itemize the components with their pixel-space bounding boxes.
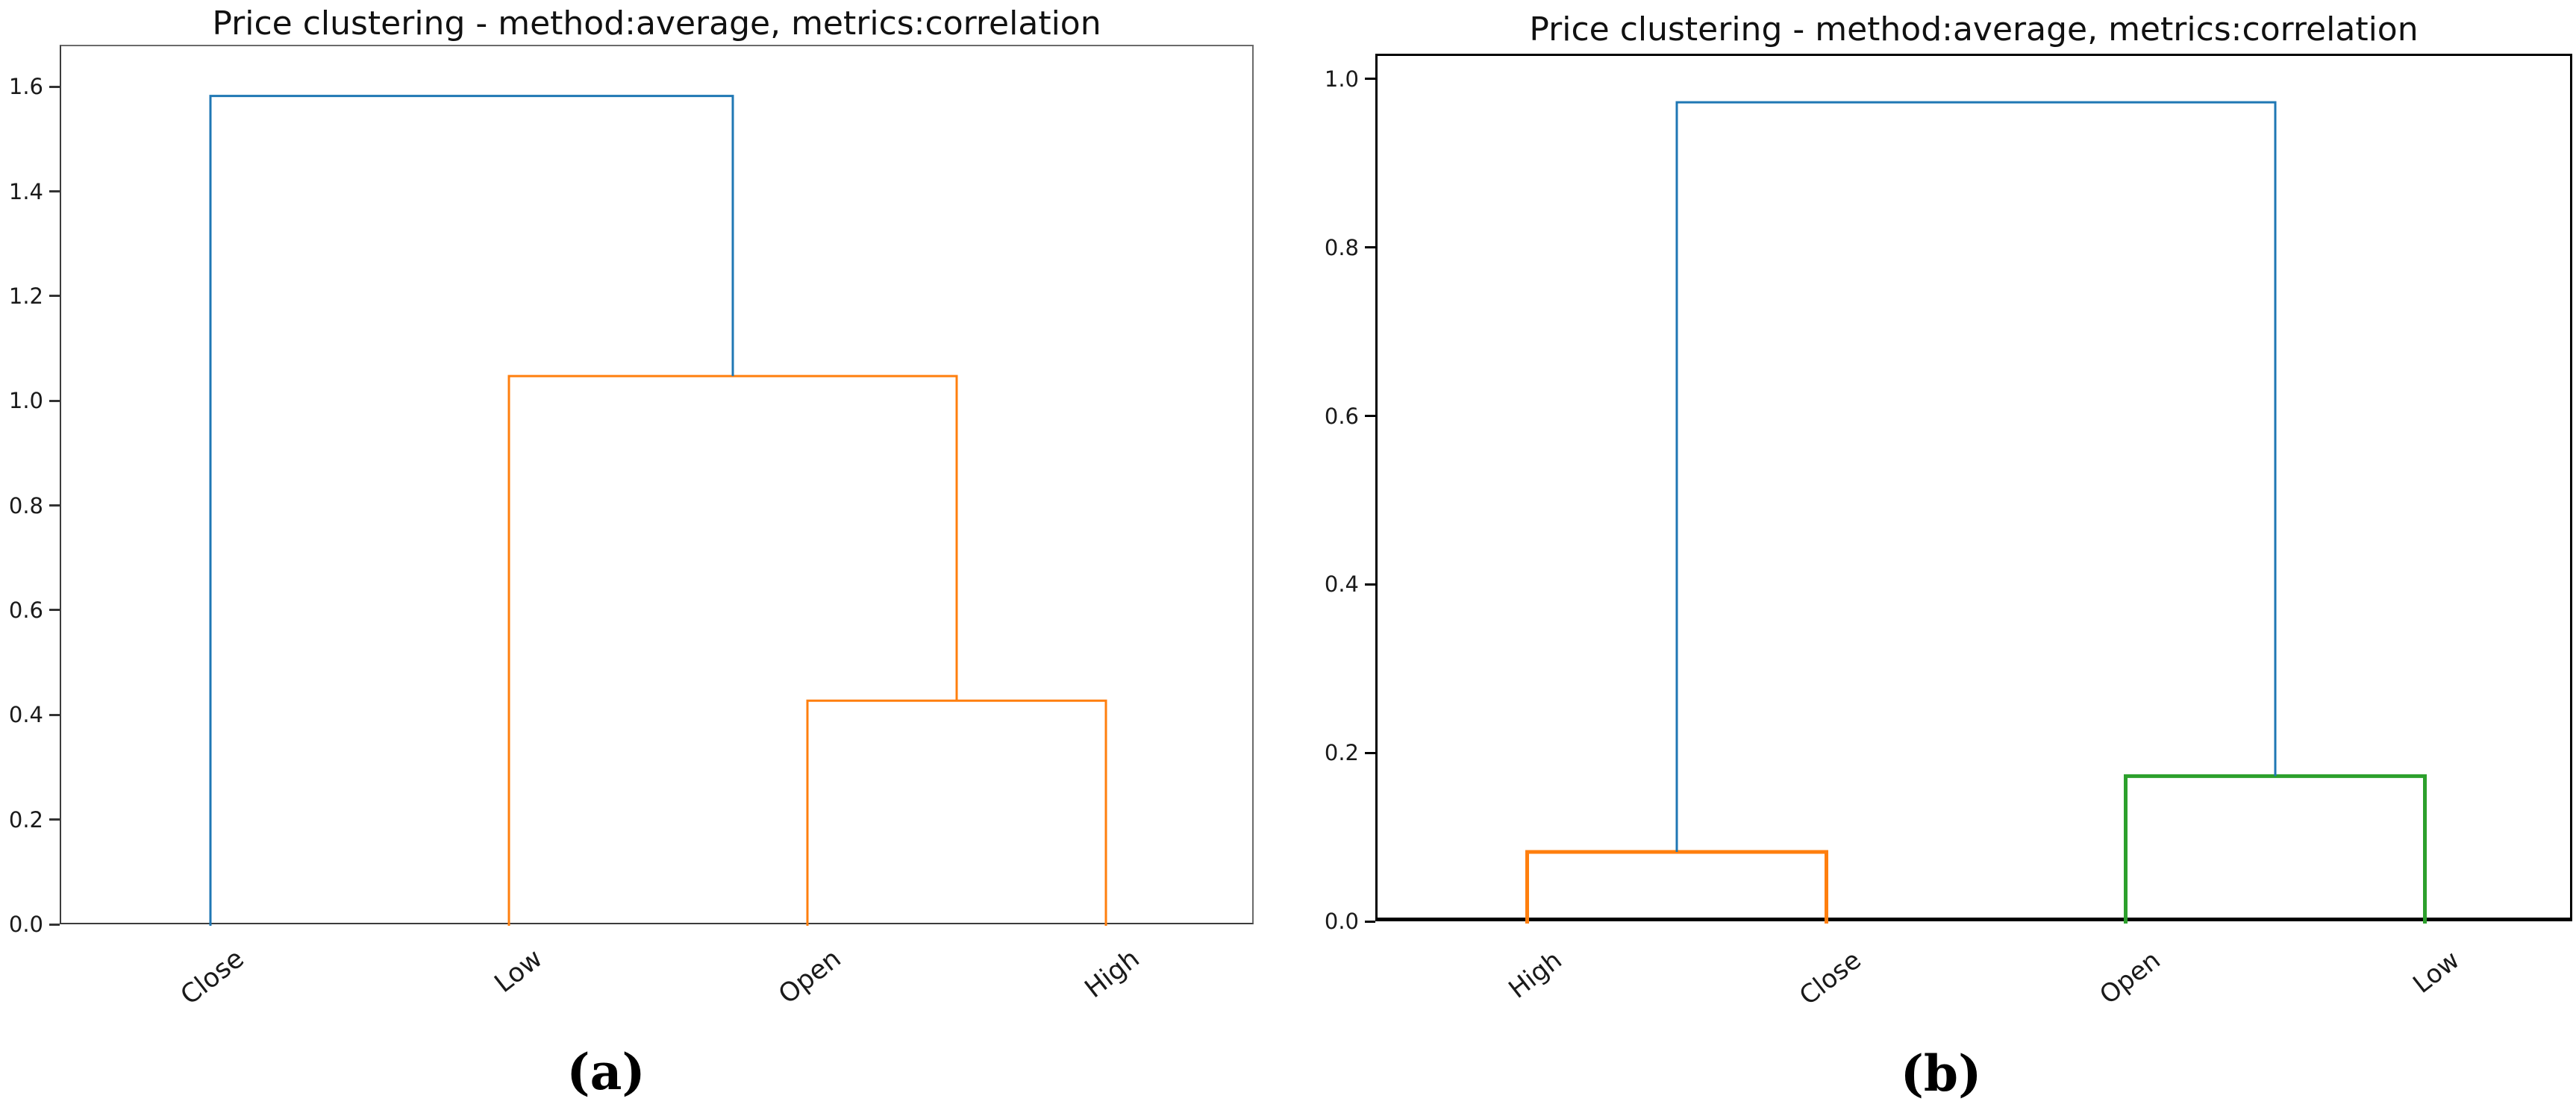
y-tick-label: 0.2 <box>8 806 43 833</box>
leaf-label-high: High <box>1079 944 1145 1005</box>
y-tick-label: 0.0 <box>1324 909 1359 934</box>
panel-a-caption: (a) <box>566 1043 645 1101</box>
y-tick <box>49 713 60 716</box>
cluster-link-open-low <box>2124 774 2427 924</box>
y-tick-label: 1.4 <box>8 178 43 204</box>
y-tick <box>49 190 60 192</box>
panel-b-plot-area <box>1375 54 2572 924</box>
y-tick-label: 0.6 <box>1324 403 1359 429</box>
cluster-link-high-close <box>1525 850 1828 924</box>
cluster-link-open-high <box>806 699 1107 926</box>
panel-b-title: Price clustering - method:average, metri… <box>1529 10 2419 48</box>
y-tick <box>1365 415 1375 418</box>
y-tick-label: 0.4 <box>8 702 43 728</box>
y-tick-label: 1.6 <box>8 74 43 100</box>
y-tick <box>49 295 60 298</box>
y-tick <box>49 504 60 507</box>
y-tick-label: 0.2 <box>1324 740 1359 766</box>
y-tick-label: 0.4 <box>1324 571 1359 598</box>
y-tick <box>1365 751 1375 754</box>
dendrogram-links <box>1525 101 2427 924</box>
panel-a-title: Price clustering - method:average, metri… <box>212 4 1101 43</box>
leaf-label-open: Open <box>773 944 847 1011</box>
y-tick <box>1365 920 1375 923</box>
leaf-label-high: High <box>1502 945 1568 1005</box>
leaf-label-open: Open <box>2093 945 2166 1011</box>
leaf-label-low: Low <box>489 944 548 999</box>
y-tick-label: 1.2 <box>8 283 43 309</box>
y-tick <box>1365 78 1375 81</box>
cluster-link-close-low+open+high <box>209 95 734 926</box>
y-tick <box>1365 583 1375 586</box>
leaf-label-close: Close <box>175 944 250 1012</box>
y-tick-label: 0.8 <box>1324 234 1359 260</box>
panel-b-caption: (b) <box>1900 1044 1982 1103</box>
y-tick <box>49 609 60 612</box>
y-tick-label: 1.0 <box>1324 66 1359 92</box>
cluster-link-high+close-open+low <box>1675 101 2277 853</box>
leaf-label-low: Low <box>2407 945 2466 1000</box>
y-tick <box>1365 246 1375 249</box>
cluster-link-low-open+high <box>507 374 958 926</box>
y-tick-label: 0.8 <box>8 492 43 518</box>
y-tick <box>49 399 60 402</box>
dendrogram-links <box>209 95 1107 926</box>
y-tick-label: 0.6 <box>8 597 43 623</box>
y-tick <box>49 818 60 821</box>
panel-a-plot-area <box>60 45 1254 926</box>
y-tick-label: 1.0 <box>8 388 43 414</box>
y-tick <box>49 923 60 926</box>
y-tick <box>49 85 60 88</box>
leaf-label-close: Close <box>1793 945 1867 1012</box>
y-tick-label: 0.0 <box>8 912 43 937</box>
